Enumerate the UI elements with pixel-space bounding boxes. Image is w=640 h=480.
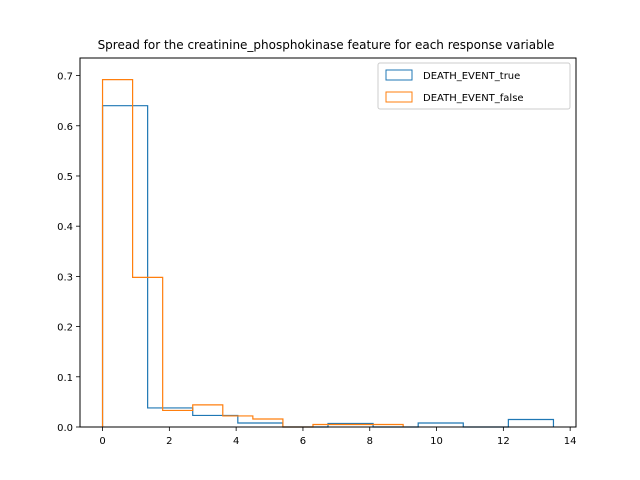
x-tick-label: 10 bbox=[430, 436, 443, 447]
y-tick-label: 0.7 bbox=[57, 72, 73, 83]
x-tick-label: 8 bbox=[367, 436, 373, 447]
axes-layer: 0 2 4 6 8 10 12 14 0.0 0.1 0.2 0.3 0.4 0.5 0.6 0.7 bbox=[57, 57, 577, 447]
y-tick-label: 0.1 bbox=[57, 373, 73, 384]
x-tick-label: 6 bbox=[300, 436, 306, 447]
x-tick-label: 2 bbox=[166, 436, 172, 447]
legend: DEATH_EVENT_true DEATH_EVENT_false bbox=[377, 62, 571, 110]
y-tick-label: 0.6 bbox=[57, 122, 73, 133]
x-tick-label: 4 bbox=[233, 436, 239, 447]
plot-area-frame bbox=[79, 57, 577, 428]
legend-swatch-death-event-true bbox=[385, 69, 413, 81]
y-tick-label: 0.0 bbox=[57, 423, 73, 434]
y-tick-label: 0.3 bbox=[57, 272, 73, 283]
x-tick-label: 12 bbox=[497, 436, 510, 447]
legend-swatch-death-event-false bbox=[385, 91, 413, 103]
chart-title: Spread for the creatinine_phosphokinase … bbox=[98, 38, 555, 52]
x-tick-label: 0 bbox=[99, 436, 105, 447]
legend-label-death-event-false: DEATH_EVENT_false bbox=[423, 93, 524, 104]
legend-label-death-event-true: DEATH_EVENT_true bbox=[423, 71, 520, 82]
y-tick-label: 0.4 bbox=[57, 222, 73, 233]
y-tick-label: 0.2 bbox=[57, 323, 73, 334]
x-tick-label: 14 bbox=[564, 436, 577, 447]
y-tick-label: 0.5 bbox=[57, 172, 73, 183]
histogram-step-death-event-false bbox=[101, 78, 404, 428]
legend-box bbox=[377, 62, 571, 110]
